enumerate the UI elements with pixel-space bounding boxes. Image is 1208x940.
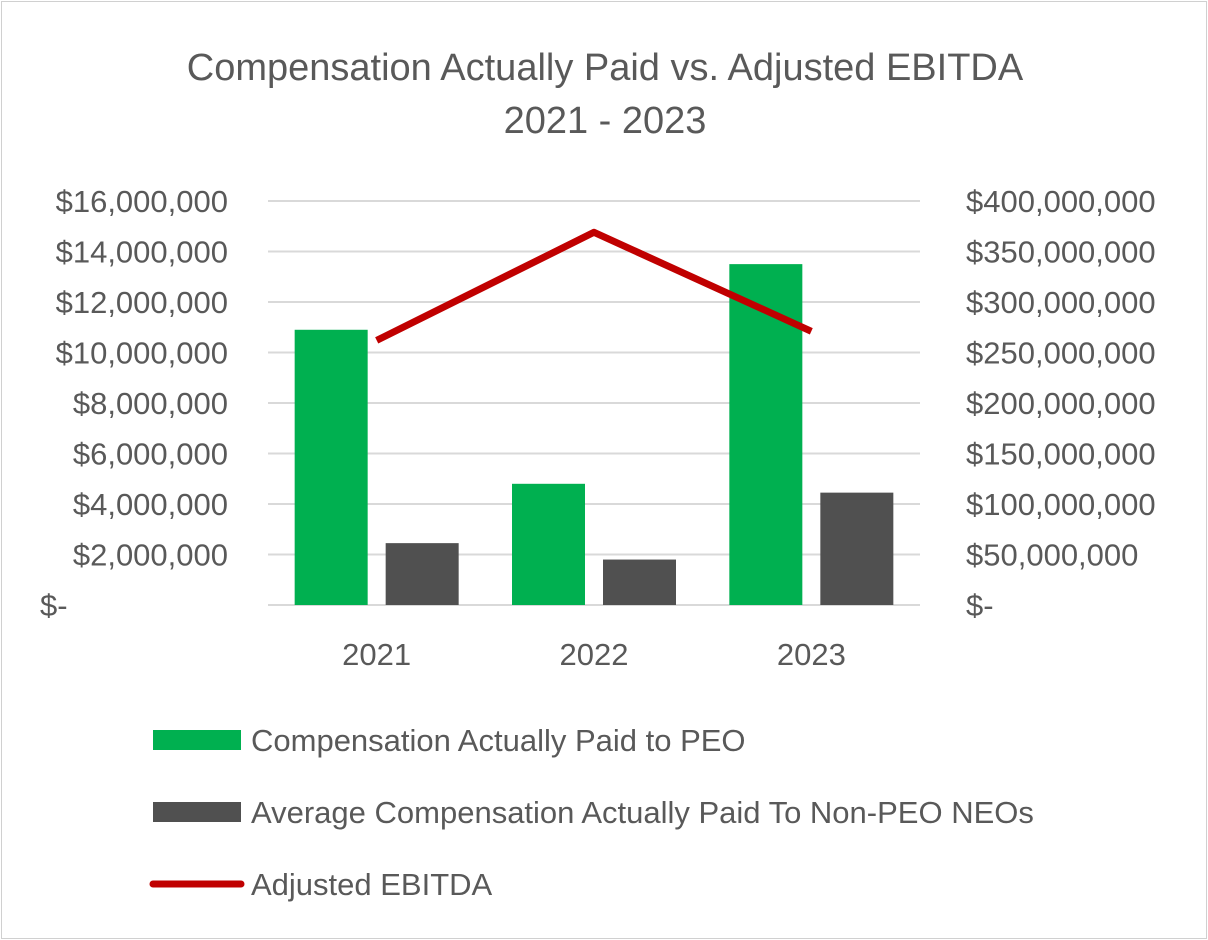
left-axis-ticks: $-$2,000,000 $4,000,000 $6,000,000 $8,000,0… [40,184,228,623]
ebitda-line [375,228,813,344]
non-peo-bar-2022 [603,559,676,605]
right-tick-label: $300,000,000 [966,285,1156,320]
legend-swatch-non-peo [153,802,241,822]
right-axis-ticks: $- $50,000,000 $100,000,000 $150,000,000 $20… [966,184,1156,623]
category-label: 2021 [342,637,411,672]
legend-label: Adjusted EBITDA [251,867,493,902]
right-tick-label: $100,000,000 [966,487,1156,522]
left-tick-label: $14,000,000 [56,235,228,270]
non-peo-bar-2023 [820,492,894,605]
legend-label: Compensation Actually Paid to PEO [251,723,746,758]
left-tick-label: $6,000,000 [73,437,228,472]
legend: Compensation Actually Paid to PEO Average… [149,723,1034,902]
left-tick-label: $2,000,000 [73,538,228,573]
chart-title-line-2: 2021 - 2023 [504,100,707,142]
bars [294,264,894,605]
left-tick-label: $4,000,000 [73,487,228,522]
left-tick-label: $12,000,000 [56,285,228,320]
gridlines [268,200,920,606]
legend-label: Average Compensation Actually Paid To No… [251,795,1034,830]
left-tick-label: $- [40,588,68,623]
right-tick-label: $350,000,000 [966,235,1156,270]
chart-title-line-1: Compensation Actually Paid vs. Adjusted … [187,47,1024,89]
left-tick-label: $10,000,000 [56,336,228,371]
category-label: 2022 [560,637,629,672]
right-tick-label: $400,000,000 [966,184,1156,219]
peo-bar-2022 [512,483,585,605]
non-peo-bar-2021 [385,543,459,605]
left-tick-label: $8,000,000 [73,386,228,421]
right-tick-label: $50,000,000 [966,538,1138,573]
right-tick-label: $150,000,000 [966,437,1156,472]
category-label: 2023 [777,637,846,672]
chart-title: Compensation Actually Paid vs. Adjusted … [187,47,1024,142]
peo-bar-2021 [294,329,368,605]
category-labels: 2021 2022 2023 [342,637,846,672]
peo-bar-2023 [729,264,803,605]
legend-swatch-peo [153,730,241,750]
left-tick-label: $16,000,000 [56,184,228,219]
right-tick-label: $200,000,000 [966,386,1156,421]
right-tick-label: $250,000,000 [966,336,1156,371]
right-tick-label: $- [966,588,994,623]
